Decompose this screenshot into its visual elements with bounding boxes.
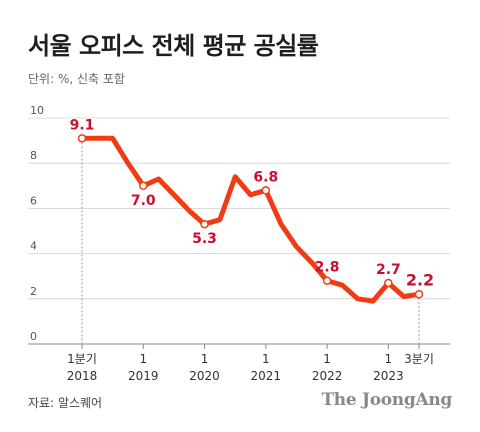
data-point: [384, 278, 393, 288]
x-tick-year: 2020: [189, 369, 220, 383]
data-label: 2.8: [315, 260, 340, 276]
data-point: [139, 181, 148, 191]
data-point: [414, 290, 424, 299]
brand-logo: The JoongAng: [321, 390, 452, 410]
series-layer: [79, 135, 422, 304]
data-point: [77, 134, 87, 143]
unit-note: 단위: %, 신축 포함: [28, 72, 125, 86]
x-tick-year: 2023: [373, 369, 404, 383]
series-line: [79, 135, 422, 304]
source-note: 자료: 알스퀘어: [28, 396, 103, 410]
point-layer: [77, 134, 424, 299]
data-label: 7.0: [131, 193, 156, 209]
y-tick-label: 4: [30, 240, 37, 253]
x-tick-label: 3분기: [404, 352, 434, 366]
data-label: 6.8: [253, 169, 278, 185]
x-tick-year: 2021: [251, 369, 282, 383]
x-tick-label: 1: [262, 352, 270, 366]
data-label-layer: 9.1 7.0 5.3 6.8 2.8 2.7 2.2: [70, 117, 435, 289]
x-tick-year: 2019: [128, 369, 159, 383]
x-tick-year: 2022: [312, 369, 343, 383]
data-label: 9.1: [70, 117, 95, 133]
data-point: [200, 219, 209, 229]
y-tick-label: 0: [30, 330, 37, 343]
data-point: [322, 276, 332, 285]
y-tick-label: 8: [30, 149, 37, 162]
x-tick-label: 1: [201, 352, 209, 366]
x-tick-label: 1: [139, 352, 147, 366]
x-tick-label: 1분기: [67, 352, 97, 366]
y-tick-label: 6: [30, 194, 37, 207]
y-tick-label: 10: [30, 104, 44, 117]
y-tick-label: 2: [30, 285, 37, 298]
data-label: 5.3: [192, 231, 217, 247]
x-tick-label: 1: [385, 352, 393, 366]
reference-lines: [81, 138, 420, 344]
x-tick-label: 1: [323, 352, 331, 366]
data-label: 2.7: [376, 262, 401, 278]
data-label: 2.2: [406, 270, 434, 289]
grid-layer: 0 2 4 6 8 10: [28, 104, 450, 345]
chart-title: 서울 오피스 전체 평균 공실률: [28, 32, 319, 60]
x-tick-year: 2018: [67, 369, 98, 383]
data-point: [261, 186, 271, 195]
